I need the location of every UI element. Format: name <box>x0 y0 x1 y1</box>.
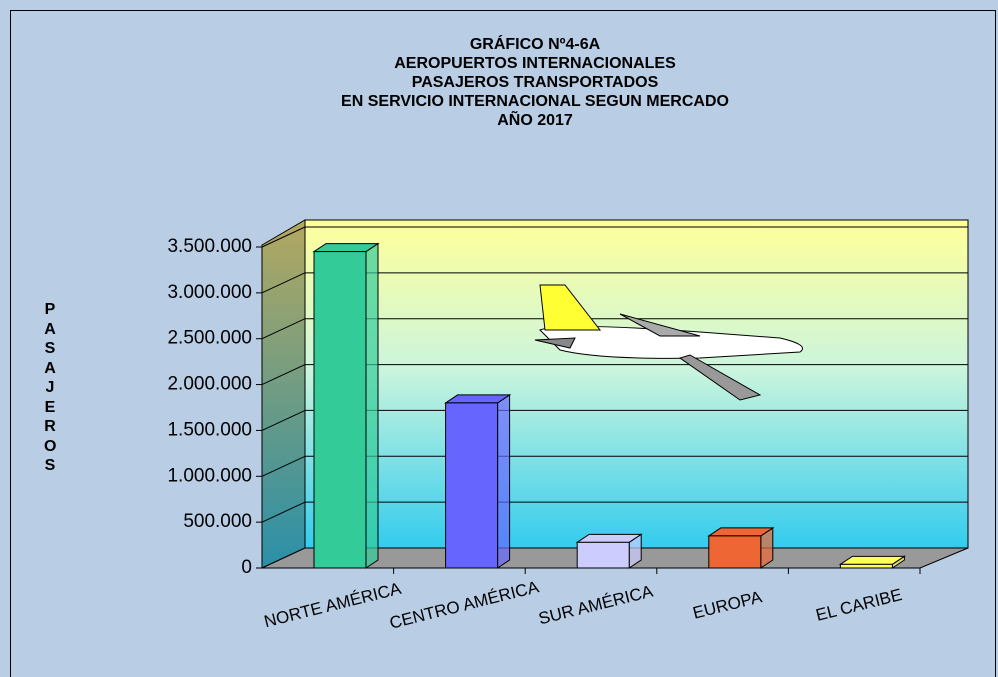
side-wall <box>261 219 306 569</box>
chart-title: EN SERVICIO INTERNACIONAL SEGUN MERCADO <box>341 93 729 110</box>
chart-title: PASAJEROS TRANSPORTADOS <box>412 74 659 91</box>
grid-line <box>261 501 306 523</box>
grid-line <box>261 364 306 386</box>
bar-top <box>707 527 775 537</box>
chart-title: AEROPUERTOS INTERNACIONALES <box>394 55 676 72</box>
bar <box>576 541 630 569</box>
bar-top <box>575 533 643 543</box>
bar-side <box>497 393 511 569</box>
y-tick-label: 2.500.000 <box>167 328 252 349</box>
y-axis-title: PASAJEROS <box>44 301 57 474</box>
grid-line <box>261 455 306 477</box>
bar <box>839 563 893 569</box>
bar <box>313 251 367 569</box>
y-tick-label: 2.000.000 <box>167 374 252 395</box>
bar-top <box>312 243 380 253</box>
bar-side <box>365 242 379 569</box>
bar-top <box>838 555 907 565</box>
grid-line <box>261 226 306 248</box>
y-tick-label: 0 <box>241 557 252 578</box>
x-tick-label: NORTE AMÉRICA <box>262 579 403 632</box>
chart-title: AÑO 2017 <box>497 109 573 129</box>
grid-line <box>261 272 306 294</box>
x-tick-label: CENTRO AMÉRICA <box>388 577 542 633</box>
y-tick-label: 1.000.000 <box>167 465 252 486</box>
x-tick-label: EUROPA <box>691 587 765 623</box>
airplane <box>534 284 803 401</box>
x-tick-label: EL CARIBE <box>814 585 904 625</box>
back-wall <box>304 219 969 549</box>
chart-title: GRÁFICO Nº4-6A <box>470 34 601 53</box>
y-tick-label: 3.500.000 <box>167 236 252 257</box>
bar-top <box>443 394 512 404</box>
frame <box>10 10 996 677</box>
y-tick-label: 1.500.000 <box>167 419 252 440</box>
y-tick-label: 500.000 <box>183 511 252 532</box>
grid-line <box>261 318 306 340</box>
grid-line <box>261 409 306 431</box>
y-tick-label: 3.000.000 <box>167 282 252 303</box>
bar <box>445 402 499 569</box>
bar <box>708 535 762 569</box>
x-tick-label: SUR AMÉRICA <box>537 581 656 628</box>
